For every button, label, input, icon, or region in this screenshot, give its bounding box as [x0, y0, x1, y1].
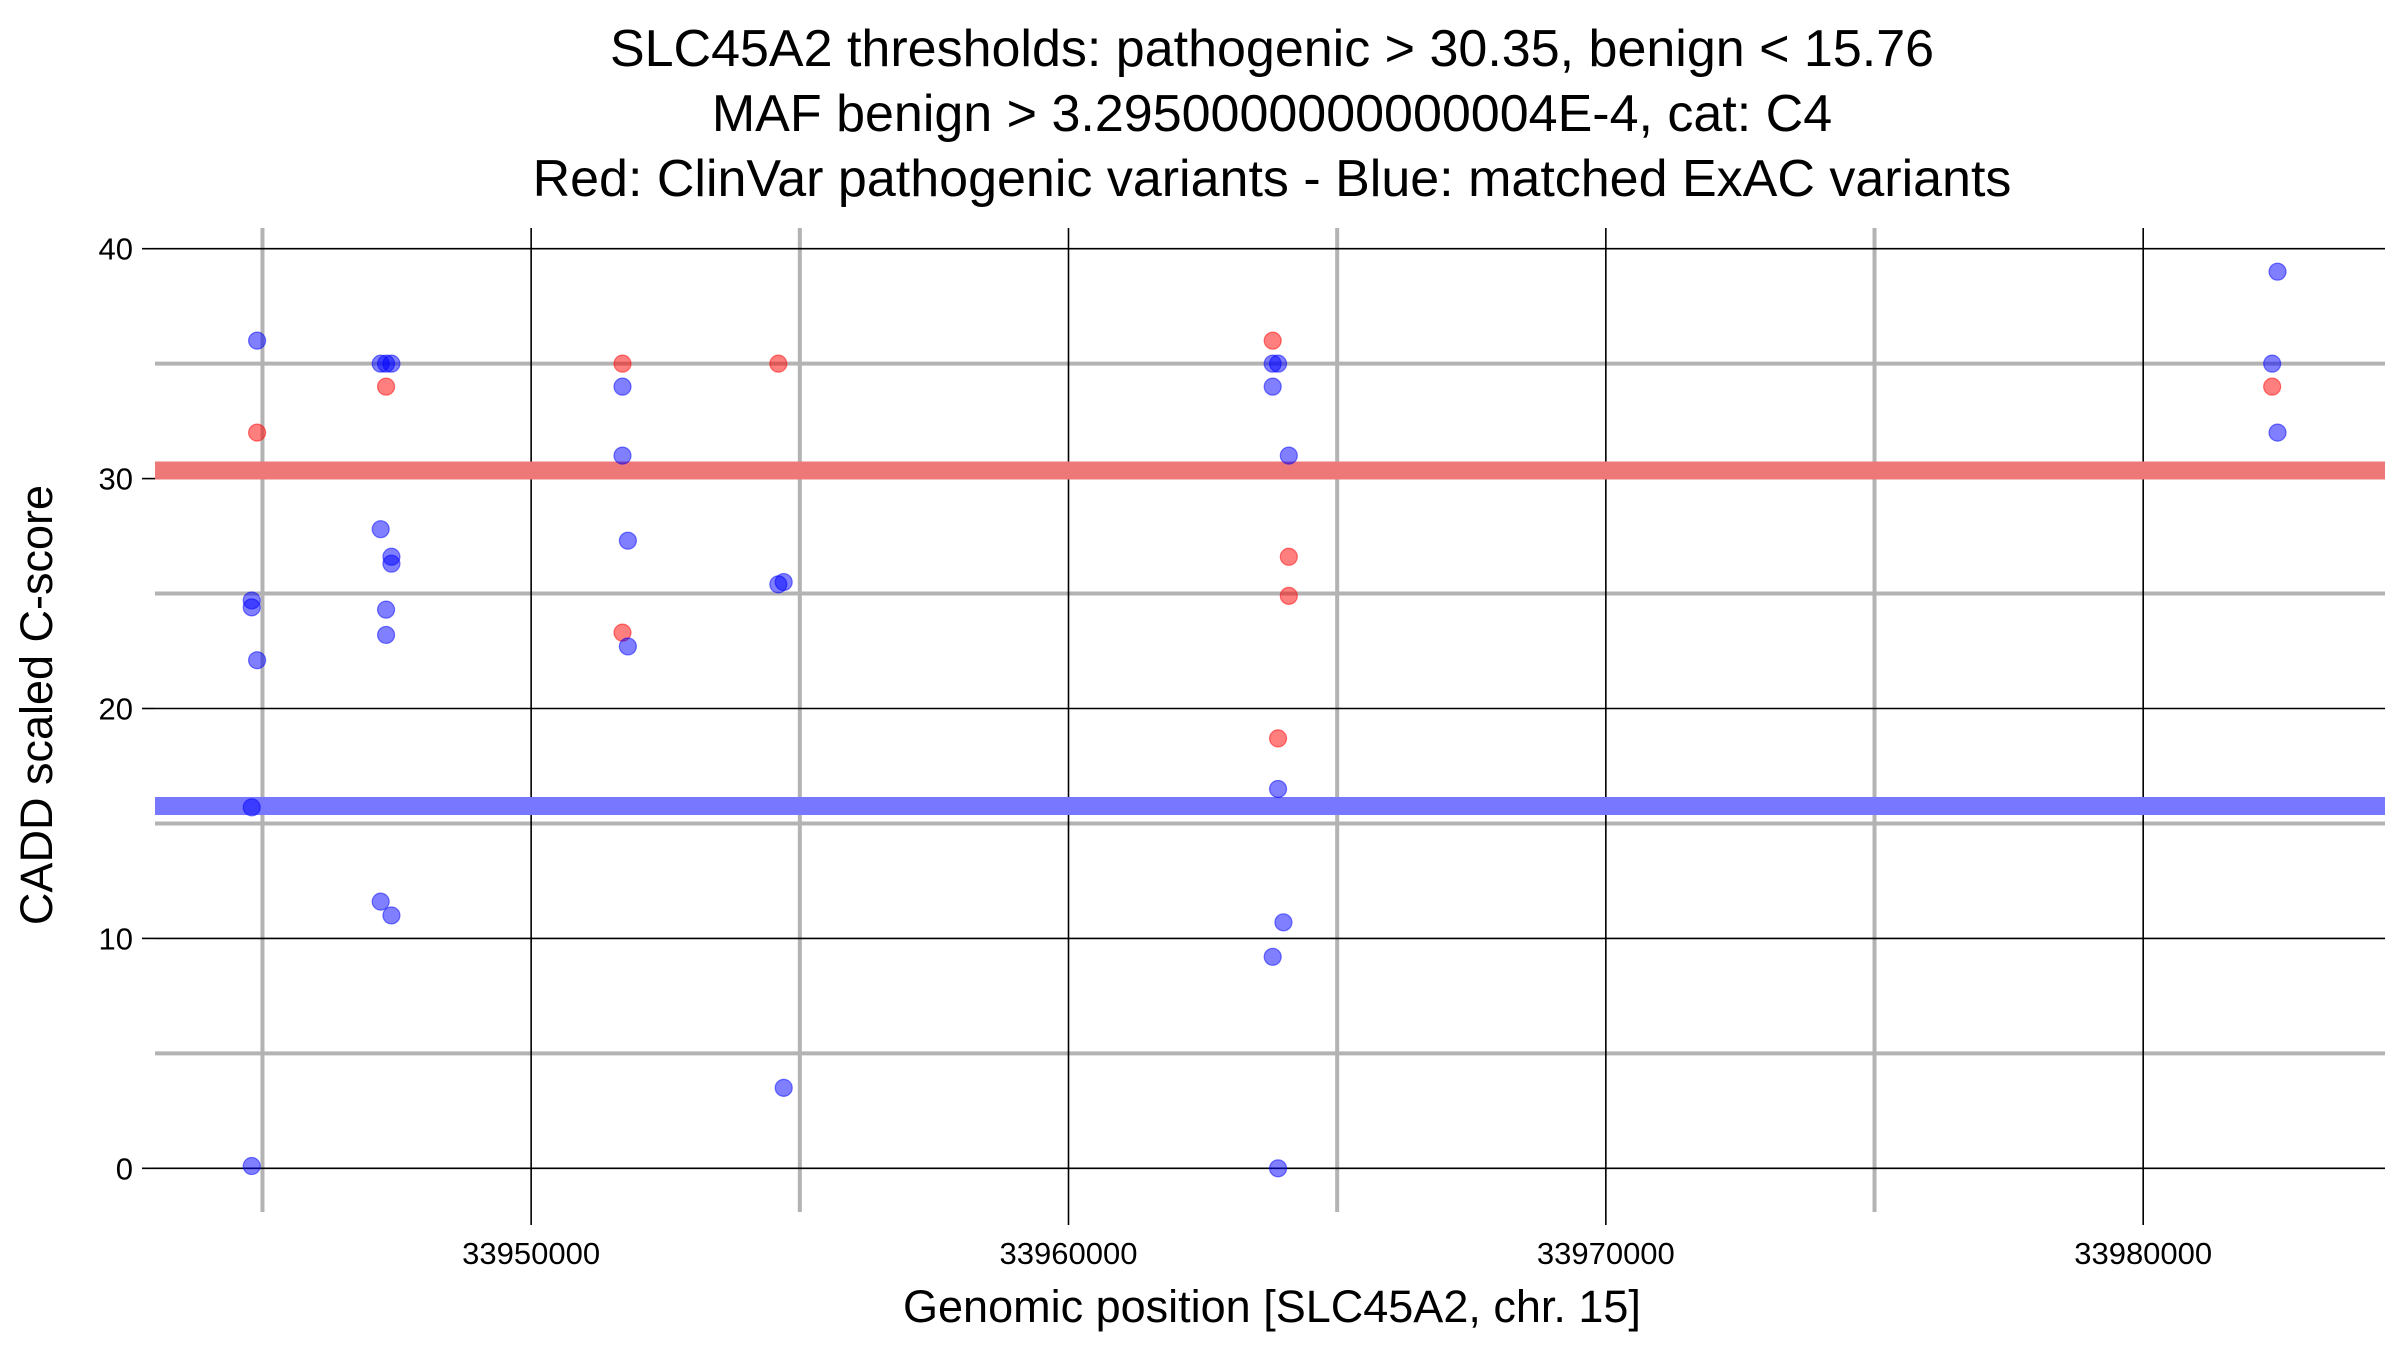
- clinvar-point: [247, 423, 267, 442]
- exac-point: [242, 1156, 261, 1176]
- title-line-3: Red: ClinVar pathogenic variants - Blue:…: [533, 150, 2012, 208]
- exac-point: [376, 600, 396, 619]
- exac-point: [613, 377, 632, 396]
- title-line-2: MAF benign > 3.2950000000000004E-4, cat:…: [712, 85, 1832, 143]
- exac-point: [1268, 354, 1288, 373]
- y-axis-title: CADD scaled C-score: [11, 485, 62, 925]
- clinvar-point: [1279, 547, 1298, 566]
- axes: 0 10 20 30 40 33950000 33960000 33970000 3398000…: [99, 232, 2213, 1271]
- exac-point: [618, 637, 637, 656]
- threshold-lines: [155, 461, 2385, 815]
- exac-point: [382, 906, 401, 925]
- clinvar-point: [613, 354, 632, 373]
- exac-point: [1268, 1159, 1288, 1178]
- exac-point: [774, 1078, 793, 1097]
- exac-point: [2268, 262, 2287, 281]
- exac-point: [1279, 446, 1298, 465]
- exac-point: [371, 520, 390, 539]
- y-tick-label: 40: [99, 232, 133, 267]
- exac-point: [774, 572, 793, 592]
- x-axis-title: Genomic position [SLC45A2, chr. 15]: [903, 1281, 1641, 1332]
- exac-point: [242, 798, 261, 817]
- clinvar-point: [1263, 331, 1282, 350]
- x-tick-label: 33950000: [462, 1236, 600, 1271]
- data-points: [242, 262, 2287, 1178]
- y-tick-label: 30: [99, 462, 133, 497]
- y-tick-label: 0: [116, 1151, 133, 1186]
- x-tick-label: 33960000: [1000, 1236, 1138, 1271]
- exac-point: [247, 331, 267, 350]
- exac-point: [371, 892, 390, 911]
- exac-point: [376, 625, 396, 645]
- exac-point: [247, 651, 267, 670]
- exac-point: [382, 554, 401, 573]
- x-tick-label: 33980000: [2074, 1236, 2212, 1271]
- major-gridlines: [155, 228, 2385, 1212]
- exac-point: [242, 598, 261, 617]
- clinvar-point: [769, 354, 788, 373]
- clinvar-point: [1268, 729, 1288, 748]
- chart-title: SLC45A2 thresholds: pathogenic > 30.35, …: [533, 20, 2012, 208]
- y-tick-label: 20: [99, 692, 133, 727]
- title-line-1: SLC45A2 thresholds: pathogenic > 30.35, …: [610, 20, 1934, 78]
- clinvar-point: [376, 377, 396, 396]
- exac-point: [382, 354, 401, 373]
- exac-point: [613, 446, 632, 465]
- clinvar-point: [1279, 586, 1298, 605]
- exac-point: [2263, 354, 2282, 373]
- minor-gridlines: [155, 228, 2385, 1212]
- clinvar-point: [2263, 377, 2282, 396]
- x-tick-label: 33970000: [1537, 1236, 1675, 1271]
- exac-point: [2268, 423, 2287, 442]
- exac-point: [1268, 779, 1288, 799]
- exac-point: [1263, 377, 1282, 396]
- y-tick-label: 10: [99, 921, 133, 956]
- exac-point: [1263, 947, 1282, 966]
- exac-point: [1274, 913, 1293, 932]
- exac-point: [618, 531, 637, 550]
